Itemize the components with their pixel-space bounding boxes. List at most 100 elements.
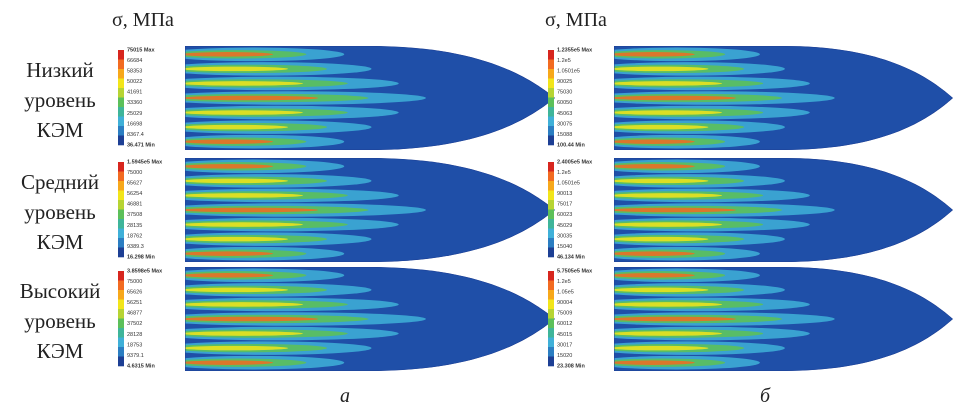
band [614,236,709,242]
band [185,124,289,130]
colorbar-swatch [548,238,554,248]
colorbar-swatch [118,116,124,127]
colorbar-swatch [548,171,554,182]
colorbar-swatch [548,280,554,291]
band [614,124,709,130]
band [185,139,273,144]
band [185,66,289,72]
colorbar-swatch [548,190,554,201]
band [185,236,289,242]
row-label: КЭМ [37,230,84,254]
row-label: Высокий [20,279,101,303]
band [614,360,695,365]
band [185,164,273,169]
colorbar-swatch [118,135,124,146]
hull-outline [185,46,555,150]
legend-label: 5.7505e5 Max [557,268,593,274]
legend-label: 60023 [557,212,572,218]
colorbar-swatch [118,347,124,357]
legend-label: 3.8598e5 Max [127,268,163,274]
colorbar-swatch [118,356,124,367]
band [185,81,304,86]
legend-label: 1.0501e5 [557,181,580,187]
unit-header: σ, МПа [112,9,174,31]
legend-label: 1.05e5 [557,290,574,296]
legend-label: 45029 [557,223,572,229]
band [185,110,304,115]
legend-label: 16.298 Min [127,254,155,260]
colorbar-swatch [118,309,124,319]
legend-label: 45015 [557,332,572,338]
colorbar-swatch [548,97,554,108]
row-label: уровень [24,200,95,224]
legend-label: 75000 [127,170,142,176]
band [185,302,304,307]
band [614,66,709,72]
colorbar-swatch [548,271,554,281]
band [614,287,709,293]
legend-label: 50022 [127,79,142,85]
band [614,345,709,351]
colorbar-swatch [548,200,554,210]
band [614,331,723,336]
legend-label: 30035 [557,233,572,239]
legend-label: 15020 [557,353,572,359]
colorbar-swatch [118,59,124,70]
colorbar-swatch [548,290,554,300]
colorbar-swatch [548,162,554,172]
colorbar-swatch [118,50,124,60]
colorbar-swatch [548,318,554,329]
band [185,178,289,184]
band [614,316,736,322]
legend-label: 37502 [127,321,142,327]
legend-label: 4.6315 Min [127,363,155,369]
legend-label: 45063 [557,111,572,117]
band [185,287,289,293]
band [185,207,319,213]
legend-label: 75009 [557,311,572,317]
legend-label: 1.2355e5 Max [557,47,593,53]
colorbar-swatch [548,347,554,357]
legend-label: 56251 [127,300,142,306]
row-label: Средний [21,170,99,194]
band [185,95,319,101]
stress-map [185,158,555,262]
legend-label: 58353 [127,69,142,75]
band [614,164,695,169]
colorbar-swatch [118,247,124,258]
colorbar-swatch [118,318,124,329]
legend-label: 75015 Max [127,47,155,53]
row-label: КЭМ [37,118,84,142]
colorbar-swatch [118,219,124,229]
colorbar-swatch [548,135,554,146]
colorbar-swatch [548,356,554,367]
legend-label: 90025 [557,79,572,85]
legend-label: 56254 [127,191,142,197]
legend-label: 41691 [127,90,142,96]
band [614,178,709,184]
colorbar-swatch [118,200,124,210]
band [614,52,695,57]
colorbar-swatch [548,337,554,348]
band [614,273,695,278]
stress-map [614,158,953,262]
band [185,345,289,351]
band [614,251,695,256]
band [185,273,273,278]
colorbar-swatch [118,209,124,220]
colorbar-swatch [118,69,124,79]
colorbar-swatch [118,280,124,291]
band [185,251,273,256]
band [614,110,723,115]
colorbar-swatch [118,78,124,89]
colorbar-swatch [118,190,124,201]
legend-label: 1.0501e5 [557,69,580,75]
legend-label: 15088 [557,132,572,138]
colorbar-swatch [118,228,124,239]
legend-label: 28135 [127,223,142,229]
band [614,302,723,307]
colorbar-swatch [548,181,554,191]
caption: а [340,385,350,407]
colorbar-swatch [548,78,554,89]
